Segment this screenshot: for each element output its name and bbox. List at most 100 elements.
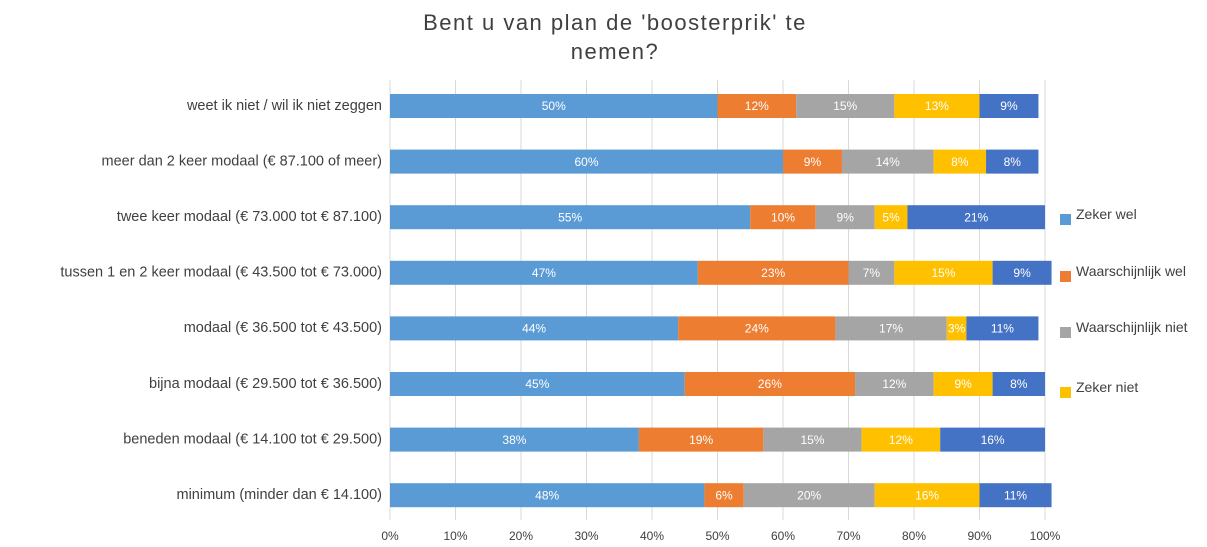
bar-segment <box>796 94 895 118</box>
bar-segment <box>848 260 895 285</box>
x-tick-label: 30% <box>574 529 598 543</box>
legend-label: Zeker wel <box>1076 206 1137 222</box>
bar-segment <box>894 260 993 285</box>
chart-title: Bent u van plan de 'boosterprik' te neme… <box>423 10 807 64</box>
y-tick-label: weet ik niet / wil ik niet zeggen <box>186 98 382 114</box>
value-label: 50% <box>542 99 566 113</box>
legend-swatch <box>1060 271 1071 282</box>
bar-segment <box>390 483 705 508</box>
value-label: 48% <box>535 488 559 502</box>
value-label: 60% <box>574 155 598 169</box>
value-label: 9% <box>1013 266 1031 280</box>
value-label: 8% <box>951 155 969 169</box>
legend-swatch <box>1060 214 1071 225</box>
bar-segment <box>390 205 751 230</box>
bar-segment <box>874 205 908 230</box>
bar-segment <box>390 372 685 396</box>
value-label: 12% <box>889 433 913 447</box>
value-label: 44% <box>522 322 546 336</box>
bar-segment <box>717 94 797 118</box>
bar-segment <box>979 483 1052 508</box>
bar-segment <box>390 260 698 285</box>
value-label: 38% <box>502 433 526 447</box>
value-label: 55% <box>558 210 582 224</box>
legend-swatch <box>1060 387 1071 398</box>
value-label: 24% <box>745 322 769 336</box>
value-label: 3% <box>948 322 966 336</box>
x-tick-label: 60% <box>771 529 795 543</box>
bar-segment <box>390 427 639 452</box>
bar-segment <box>907 205 1045 230</box>
x-tick-label: 0% <box>381 529 399 543</box>
value-label: 16% <box>915 488 939 502</box>
value-label: 26% <box>758 377 782 391</box>
y-tick-label: bijna modaal (€ 29.500 tot € 36.500) <box>149 376 382 392</box>
value-label: 16% <box>981 433 1005 447</box>
y-tick-label: minimum (minder dan € 14.100) <box>176 487 382 503</box>
legend-label: Waarschijnlijk niet <box>1076 319 1188 335</box>
value-label: 19% <box>689 433 713 447</box>
bar-segment <box>704 483 744 508</box>
legend-item: Zeker niet <box>1060 378 1200 398</box>
bar-segment <box>835 316 947 341</box>
y-tick-label: modaal (€ 36.500 tot € 43.500) <box>184 320 382 336</box>
value-label: 47% <box>532 266 556 280</box>
value-label: 11% <box>1004 488 1027 502</box>
value-label: 20% <box>797 488 821 502</box>
x-tick-label: 70% <box>836 529 860 543</box>
value-label: 8% <box>1004 155 1022 169</box>
value-label: 17% <box>879 322 903 336</box>
bar-segment <box>940 427 1045 452</box>
value-label: 6% <box>715 488 733 502</box>
value-label: 8% <box>1010 377 1028 391</box>
bar-segment <box>390 94 718 118</box>
bar-segment <box>697 260 849 285</box>
bar-segment <box>763 427 862 452</box>
bar-segment <box>992 260 1052 285</box>
bar-segment <box>992 372 1045 396</box>
bar-segment <box>815 205 875 230</box>
value-label: 23% <box>761 266 785 280</box>
bar-segment <box>933 149 987 174</box>
x-tick-label: 80% <box>902 529 926 543</box>
y-tick-label: twee keer modaal (€ 73.000 tot € 87.100) <box>117 209 382 225</box>
bar-segment <box>638 427 764 452</box>
bar-segment <box>684 372 856 396</box>
value-label: 5% <box>882 210 900 224</box>
bar-segment <box>390 316 679 341</box>
value-label: 15% <box>800 433 824 447</box>
value-label: 13% <box>925 99 949 113</box>
legend-item: Zeker wel <box>1060 205 1200 225</box>
y-tick-label: meer dan 2 keer modaal (€ 87.100 of meer… <box>102 153 382 169</box>
bar-segment <box>750 205 816 230</box>
bar-segment <box>390 149 783 174</box>
bar-segment <box>841 149 934 174</box>
bar-segment <box>678 316 836 341</box>
value-label: 10% <box>771 210 795 224</box>
value-label: 9% <box>837 210 855 224</box>
value-label: 45% <box>525 377 549 391</box>
bar-segment <box>933 372 993 396</box>
x-tick-label: 100% <box>1030 529 1061 543</box>
x-tick-label: 40% <box>640 529 664 543</box>
legend-swatch <box>1060 327 1071 338</box>
x-tick-label: 90% <box>967 529 991 543</box>
value-label: 7% <box>863 266 881 280</box>
bar-segment <box>986 149 1039 174</box>
x-tick-label: 10% <box>443 529 467 543</box>
bar-segment <box>743 483 875 508</box>
value-label: 9% <box>1000 99 1018 113</box>
value-label: 12% <box>745 99 769 113</box>
value-label: 11% <box>991 322 1014 336</box>
bar-segment <box>783 149 842 174</box>
y-tick-label: tussen 1 en 2 keer modaal (€ 43.500 tot … <box>60 265 382 281</box>
value-label: 14% <box>876 155 900 169</box>
value-label: 15% <box>931 266 955 280</box>
bar-segment <box>966 316 1039 341</box>
legend-item: Waarschijnlijk wel <box>1060 262 1200 282</box>
value-label: 15% <box>833 99 857 113</box>
x-tick-label: 20% <box>509 529 533 543</box>
bar-segment <box>894 94 980 118</box>
y-tick-label: beneden modaal (€ 14.100 tot € 29.500) <box>123 431 382 447</box>
